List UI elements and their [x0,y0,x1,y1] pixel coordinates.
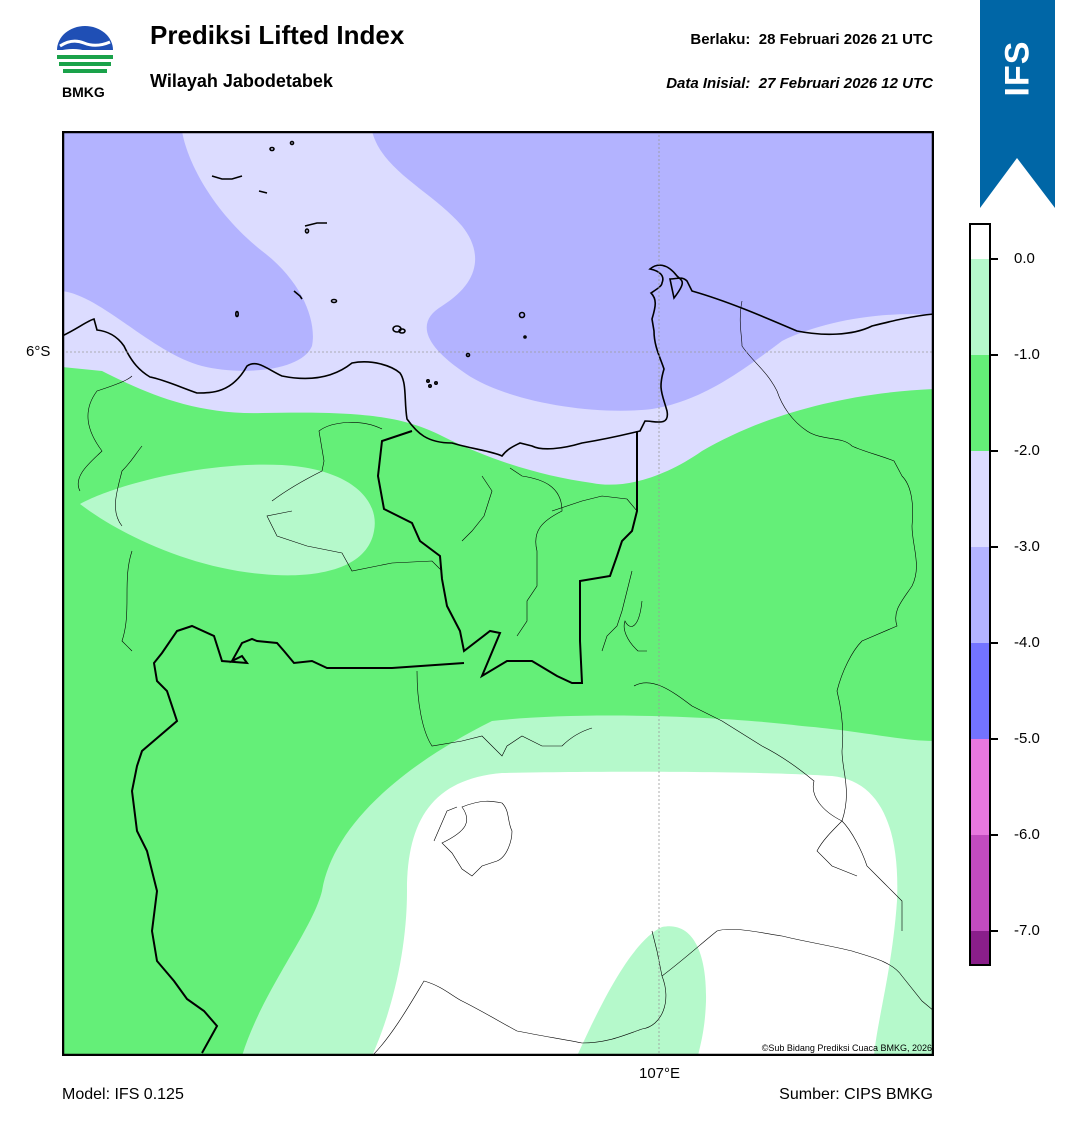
model-label: Model: IFS 0.125 [62,1086,184,1103]
copyright-text: ©Sub Bidang Prediksi Cuaca BMKG, 2026 [761,1043,932,1053]
logo-text: BMKG [62,84,105,100]
contour-band-purple-east [372,131,934,411]
colorbar-label: -1.0 [1014,346,1040,363]
colorbar-label: -6.0 [1014,826,1040,843]
colorbar-tick [991,354,998,356]
map-frame [62,131,934,1056]
colorbar-segment [970,259,990,355]
init-label: Data Inisial: [666,75,751,92]
colorbar-tick [991,930,998,932]
colorbar-tick [991,546,998,548]
contour-band-white [372,771,898,1056]
valid-label: Berlaku: [690,31,751,48]
colorbar-tick [991,738,998,740]
coastline [62,140,934,458]
colorbar-tick [991,642,998,644]
model-ribbon [980,0,1055,208]
colorbar [969,223,991,966]
colorbar-label: 0.0 [1014,250,1035,267]
colorbar-tick [991,450,998,452]
colorbar-segment [970,835,990,931]
colorbar-label: -5.0 [1014,730,1040,747]
regency-boundaries [77,300,934,1056]
ribbon-text: IFS [998,40,1036,96]
lon-label: 107°E [639,1065,681,1082]
init-value: 27 Februari 2026 12 UTC [758,75,933,92]
colorbar-segment [970,223,990,259]
colorbar-segment [970,355,990,451]
lat-label: 6°S [26,343,51,360]
contour-band-lightgreen-inner [577,926,707,1056]
contour-band-purple-west [62,131,313,371]
province-boundary [130,430,638,1054]
colorbar-frame [969,223,991,966]
valid-time: Berlaku: 28 Februari 2026 21 UTC [690,31,933,48]
page-title: Prediksi Lifted Index [150,20,405,50]
colorbar-tick [991,258,998,260]
colorbar-segment [970,643,990,739]
ribbon-label: IFS [980,20,1055,116]
bmkg-logo [54,22,116,84]
init-time: Data Inisial: 27 Februari 2026 12 UTC [666,75,933,92]
bmkg-logo-icon [57,26,113,73]
colorbar-label: -3.0 [1014,538,1040,555]
colorbar-segment [970,451,990,547]
contour-band-lightgreen-west [80,464,375,576]
page-subtitle: Wilayah Jabodetabek [150,71,333,91]
colorbar-label: -7.0 [1014,922,1040,939]
colorbar-segment [970,739,990,835]
colorbar-tick [991,834,998,836]
valid-value: 28 Februari 2026 21 UTC [758,31,933,48]
colorbar-label: -4.0 [1014,634,1040,651]
colorbar-label: -2.0 [1014,442,1040,459]
map-panel [62,131,934,1056]
colorbar-segment [970,931,990,965]
source-label: Sumber: CIPS BMKG [779,1086,933,1103]
colorbar-segment [970,547,990,643]
